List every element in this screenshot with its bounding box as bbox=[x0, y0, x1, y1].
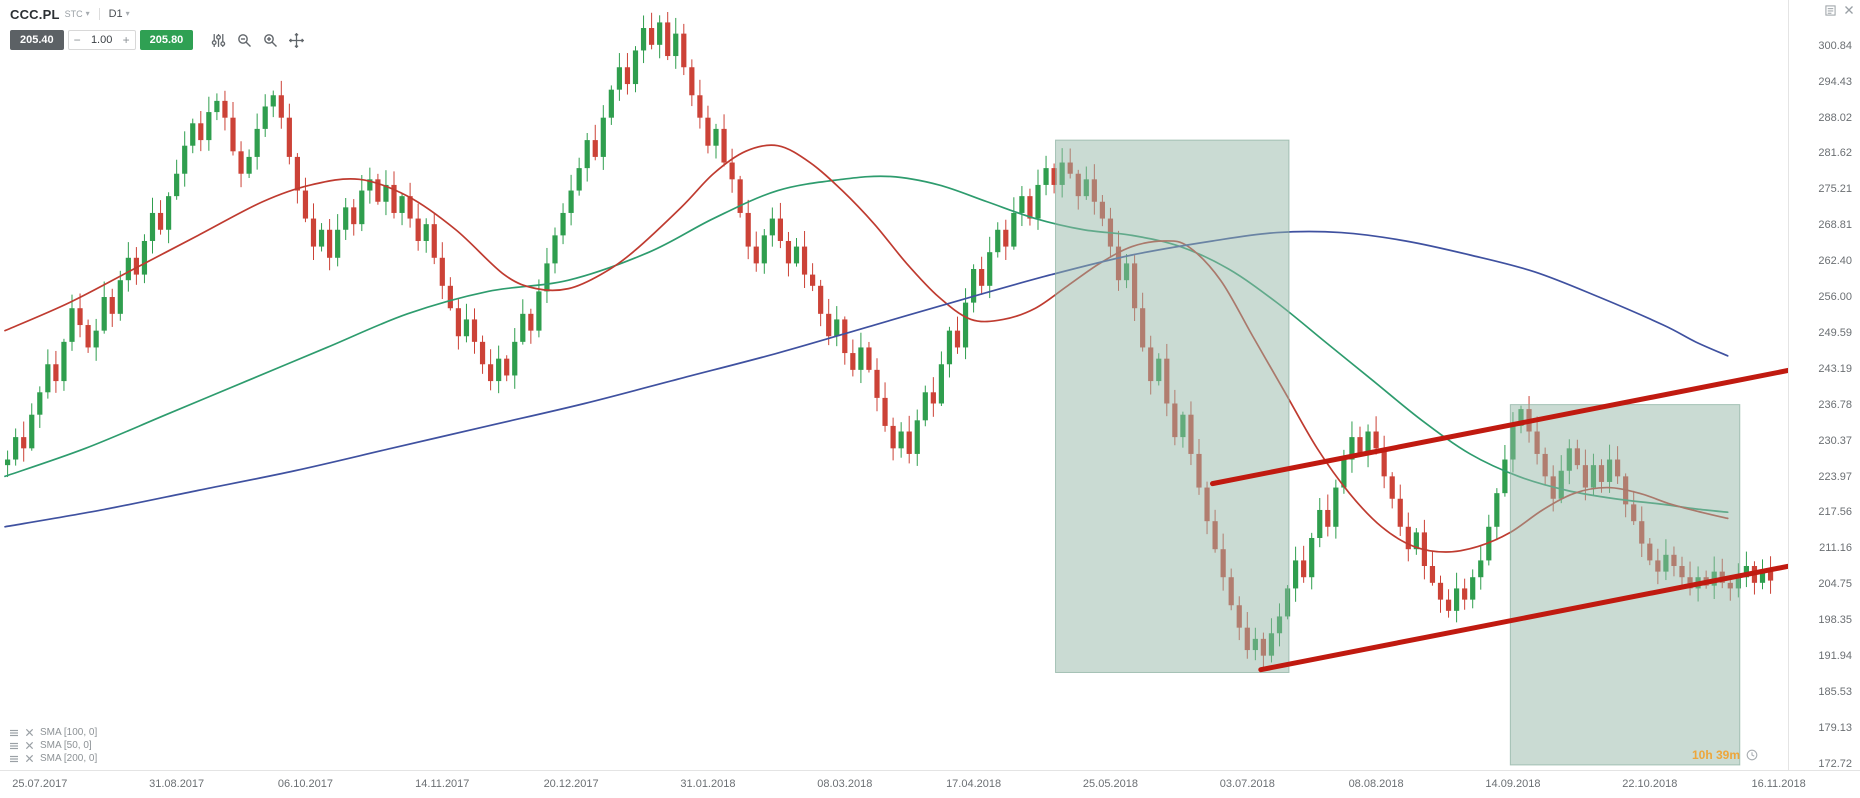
time-axis-label: 31.08.2017 bbox=[149, 778, 205, 790]
volume-increase-button[interactable]: + bbox=[118, 32, 135, 48]
indicator-remove-icon[interactable] bbox=[23, 740, 35, 751]
volume-value[interactable]: 1.00 bbox=[90, 34, 113, 46]
price-axis-label: 217.56 bbox=[1818, 506, 1852, 519]
price-axis-label: 204.75 bbox=[1818, 578, 1852, 591]
price-axis-label: 288.02 bbox=[1818, 111, 1852, 124]
price-axis-label: 268.81 bbox=[1818, 219, 1852, 232]
candlestick-series bbox=[5, 12, 1774, 668]
volume-decrease-button[interactable]: − bbox=[69, 32, 86, 48]
trendline[interactable] bbox=[1210, 367, 1789, 487]
chart-canvas[interactable] bbox=[0, 0, 1788, 770]
indicator-settings-icon[interactable] bbox=[8, 727, 20, 738]
clock-icon bbox=[1746, 749, 1758, 761]
session-countdown: 10h 39m bbox=[1692, 748, 1758, 762]
price-axis-label: 179.13 bbox=[1818, 721, 1852, 734]
price-axis-label: 294.43 bbox=[1818, 75, 1852, 88]
countdown-text: 10h 39m bbox=[1692, 748, 1741, 762]
indicator-legend: SMA [100, 0] SMA [50, 0] SMA [200, 0] bbox=[8, 726, 97, 765]
price-axis-label: 230.37 bbox=[1818, 434, 1852, 447]
price-axis-label: 249.59 bbox=[1818, 326, 1852, 339]
chart-header: CCC.PL STC ▾ D1 ▾ 205.40 − 1.00 + 205.80 bbox=[10, 6, 313, 50]
price-axis-label: 281.62 bbox=[1818, 147, 1852, 160]
price-axis-label: 191.94 bbox=[1818, 650, 1852, 662]
buy-button[interactable]: 205.80 bbox=[139, 30, 194, 50]
zoom-in-icon[interactable] bbox=[261, 31, 279, 49]
time-axis-label: 25.05.2018 bbox=[1082, 778, 1138, 790]
price-axis-label: 198.35 bbox=[1818, 614, 1852, 627]
time-axis[interactable]: 25.07.2017 31.08.2017 06.10.2017 14.11.2017… bbox=[0, 770, 1860, 798]
crosshair-icon[interactable] bbox=[287, 31, 305, 49]
price-axis-label: 243.19 bbox=[1818, 362, 1852, 375]
symbol-row: CCC.PL STC ▾ D1 ▾ bbox=[10, 6, 313, 22]
price-axis-label: 236.78 bbox=[1818, 398, 1852, 411]
time-axis-label: 03.07.2018 bbox=[1219, 778, 1275, 790]
timeframe-label: D1 bbox=[108, 8, 123, 20]
time-axis-label: 16.11.2018 bbox=[1751, 778, 1806, 790]
time-axis-label: 25.07.2017 bbox=[12, 778, 68, 790]
window-controls bbox=[1818, 3, 1856, 17]
highlight-zone[interactable] bbox=[1055, 139, 1290, 673]
trade-panel: 205.40 − 1.00 + 205.80 bbox=[10, 30, 313, 50]
indicator-settings-icon[interactable] bbox=[209, 31, 227, 49]
price-chart-svg[interactable] bbox=[0, 0, 1788, 770]
legend-row-sma50: SMA [50, 0] bbox=[8, 739, 97, 752]
legend-row-sma200: SMA [200, 0] bbox=[8, 752, 97, 765]
price-axis-label: 256.00 bbox=[1818, 291, 1852, 304]
symbol-label: CCC.PL bbox=[10, 6, 60, 22]
price-axis-label: 172.72 bbox=[1818, 757, 1852, 770]
indicator-remove-icon[interactable] bbox=[23, 727, 35, 738]
indicator-settings-icon[interactable] bbox=[8, 740, 20, 751]
time-axis-label: 17.04.2018 bbox=[946, 778, 1002, 790]
indicator-settings-icon[interactable] bbox=[8, 753, 20, 764]
time-axis-label: 08.03.2018 bbox=[817, 778, 873, 790]
volume-stepper: − 1.00 + bbox=[67, 30, 136, 50]
time-axis-label: 06.10.2017 bbox=[277, 778, 333, 790]
price-axis-label: 211.16 bbox=[1819, 542, 1852, 555]
time-axis-label: 14.09.2018 bbox=[1485, 778, 1541, 790]
divider bbox=[98, 8, 100, 20]
zoom-out-icon[interactable] bbox=[235, 31, 253, 49]
time-axis-label: 08.08.2018 bbox=[1348, 778, 1404, 790]
panel-icon[interactable] bbox=[1823, 3, 1837, 17]
indicator-label: SMA [50, 0] bbox=[40, 740, 92, 751]
time-axis-label: 31.01.2018 bbox=[680, 778, 736, 790]
time-axis-label: 20.12.2017 bbox=[543, 778, 599, 790]
chevron-down-icon: ▾ bbox=[125, 9, 130, 18]
sma-100-line[interactable] bbox=[4, 175, 1729, 514]
time-axis-label: 22.10.2018 bbox=[1622, 778, 1678, 790]
symbol-category-label: STC bbox=[64, 9, 83, 19]
trendline[interactable] bbox=[1258, 558, 1788, 673]
price-axis[interactable]: 300.84 294.43 288.02 281.62 275.21 268.81 262.… bbox=[1788, 0, 1860, 770]
price-axis-label: 275.21 bbox=[1818, 183, 1852, 196]
indicator-label: SMA [200, 0] bbox=[40, 753, 98, 764]
legend-row-sma100: SMA [100, 0] bbox=[8, 726, 97, 739]
price-axis-label: 185.53 bbox=[1818, 685, 1852, 698]
price-axis-label: 223.97 bbox=[1818, 470, 1852, 483]
close-icon[interactable] bbox=[1842, 3, 1856, 17]
price-axis-label: 300.84 bbox=[1818, 39, 1852, 52]
indicator-label: SMA [100, 0] bbox=[40, 727, 98, 738]
timeframe-selector[interactable]: D1 ▾ bbox=[109, 8, 130, 20]
time-axis-label: 14.11.2017 bbox=[415, 778, 470, 790]
chevron-down-icon[interactable]: ▾ bbox=[85, 9, 90, 18]
sma-200-line[interactable] bbox=[4, 230, 1729, 528]
sell-button[interactable]: 205.40 bbox=[10, 30, 64, 50]
chart-toolbar bbox=[209, 31, 313, 49]
indicator-remove-icon[interactable] bbox=[23, 753, 35, 764]
price-axis-label: 262.40 bbox=[1818, 255, 1852, 268]
sma-50-line[interactable] bbox=[4, 144, 1729, 553]
